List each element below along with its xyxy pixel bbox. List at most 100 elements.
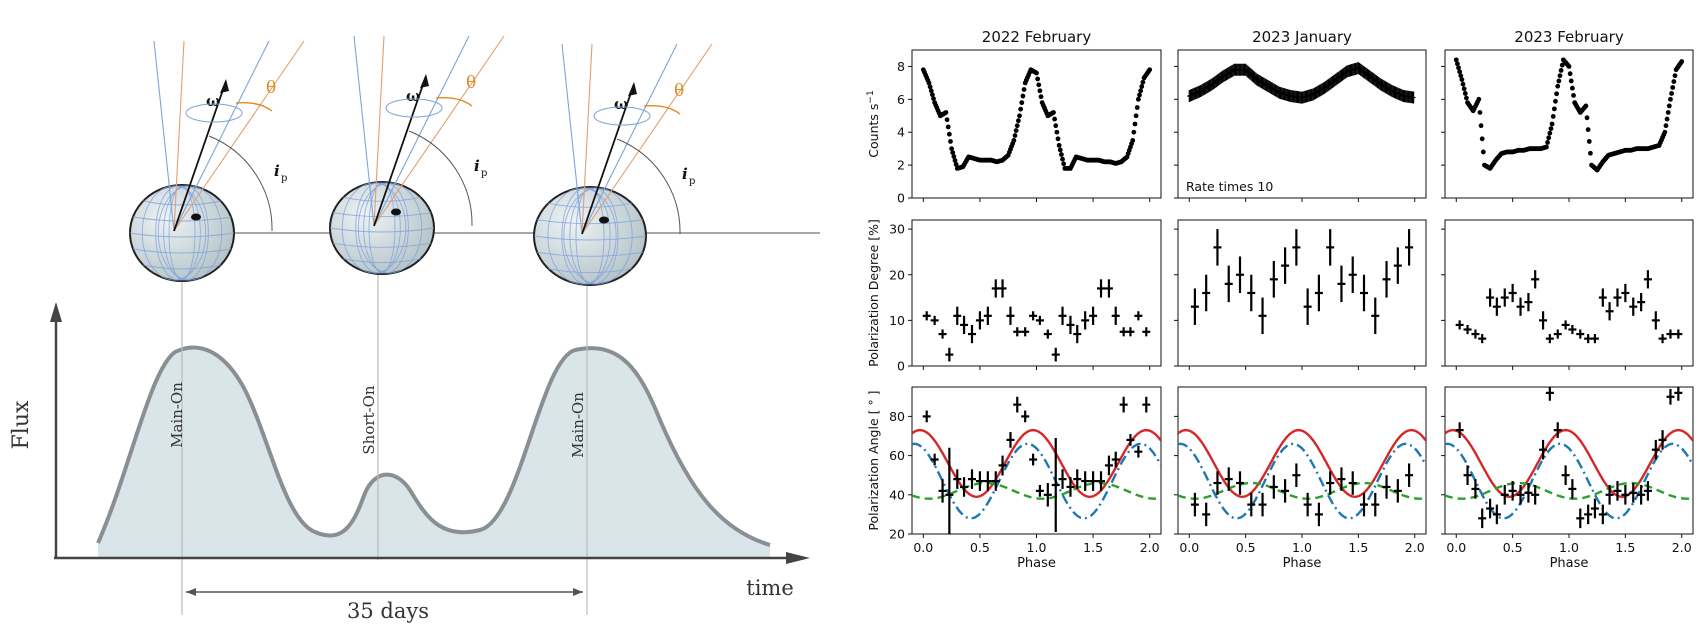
inclination-subscript: p: [689, 176, 695, 187]
rate-point: [1486, 165, 1492, 171]
rate-point: [1514, 148, 1520, 154]
rate-point: [1053, 123, 1059, 129]
peak-label-short-on: Short-On: [360, 385, 378, 455]
rate-point: [1071, 159, 1077, 164]
rate-point: [1639, 146, 1645, 152]
rate-point: [1548, 126, 1554, 132]
rate-point: [1462, 91, 1468, 96]
rate-point: [1555, 83, 1561, 89]
rate-point: [1092, 157, 1098, 163]
rate-point: [1613, 150, 1619, 156]
rate-point: [1466, 101, 1472, 107]
rate-point: [1524, 146, 1530, 152]
rate-point: [1641, 146, 1646, 152]
column-title-2: 2023 January: [1252, 28, 1352, 46]
panels-group: 2022 February 2023 January 2023 February 0 2…: [866, 28, 1694, 571]
rate-point: [1025, 75, 1030, 81]
rate-point: [978, 157, 984, 163]
spin-axis: [581, 83, 635, 235]
rate-point: [1664, 116, 1670, 122]
rate-point: [1484, 164, 1490, 169]
rate-point: [1048, 111, 1054, 117]
rate-point: [1542, 144, 1548, 150]
rate-point: [1064, 166, 1070, 171]
rate-point: [1143, 72, 1149, 78]
rate-point: [1031, 69, 1037, 75]
rate-point: [1495, 155, 1501, 160]
rate-point: [1626, 147, 1632, 153]
rate-point: [1464, 95, 1469, 101]
rate-point: [1519, 147, 1525, 153]
rate-point: [1575, 106, 1581, 111]
rate-point: [1139, 84, 1145, 89]
rate-point: [1133, 113, 1139, 119]
rate-point: [1122, 156, 1128, 162]
rate-point: [1491, 161, 1496, 166]
rate-point: [1671, 79, 1677, 84]
rate-point: [1129, 141, 1134, 147]
rate-point: [960, 164, 966, 170]
rate-point: [952, 158, 958, 163]
theta-arc: [643, 104, 681, 115]
star-meridian: [155, 185, 201, 281]
rate-point: [1559, 62, 1565, 68]
rate-point: [1599, 161, 1605, 166]
star-body: [129, 184, 235, 282]
rate-point: [972, 156, 978, 162]
x-tick-label: 1.0: [1027, 540, 1047, 555]
rate-point: [1080, 156, 1086, 162]
rate-point: [1475, 99, 1481, 105]
x-tick-label: 1.0: [1559, 540, 1579, 555]
rate-point: [1566, 64, 1572, 69]
rate-point: [944, 117, 950, 123]
model-curve-green: [1178, 481, 1426, 500]
rate-point: [1042, 105, 1047, 111]
rate-point: [1090, 157, 1096, 163]
rate-point: [1095, 157, 1101, 163]
panel-r1-c3: [1441, 49, 1694, 202]
rate-point: [953, 162, 959, 167]
star-meridian: [368, 182, 396, 274]
x-axis-label: Phase: [1550, 556, 1589, 571]
neutron-star-3: ω θ i p: [533, 43, 713, 286]
rate-point: [983, 157, 988, 163]
star-meridian: [547, 187, 617, 285]
rate-point: [1581, 106, 1587, 111]
rate-point: [1036, 82, 1042, 88]
inclination-arc: [616, 138, 681, 235]
rate-point: [1017, 113, 1022, 119]
rate-point: [1020, 93, 1026, 99]
rate-point: [1120, 158, 1125, 164]
rate-point: [1478, 123, 1484, 129]
flux-label: Flux: [9, 400, 34, 449]
rate-point: [1115, 160, 1121, 166]
rate-point: [1456, 65, 1461, 71]
rate-point: [1037, 88, 1043, 94]
panel-content: [1190, 229, 1414, 335]
rate-point: [1657, 140, 1663, 146]
rate-point: [965, 156, 970, 162]
cone-line: [581, 43, 678, 235]
rate-point: [1546, 135, 1552, 141]
inclination-symbol: i: [474, 157, 480, 175]
rate-point: [1496, 153, 1502, 159]
rate-point: [1652, 144, 1658, 150]
rate-point: [1662, 129, 1668, 135]
rate-point: [945, 124, 951, 130]
rate-point: [1043, 108, 1048, 113]
rate-point: [1633, 146, 1638, 152]
rate-point: [1538, 146, 1544, 152]
panel-r1-c2: Rate times 10: [1174, 49, 1427, 202]
rate-point: [1062, 166, 1068, 171]
rate-point: [1074, 154, 1080, 160]
rate-point: [1473, 103, 1478, 109]
rate-point: [1565, 62, 1571, 68]
rate-point: [1571, 92, 1576, 98]
panel-r2-c2: [1174, 219, 1427, 370]
rate-point: [1558, 67, 1564, 73]
rate-point: [1560, 57, 1566, 63]
magnetic-pole: [391, 208, 401, 216]
rate-point: [937, 113, 943, 119]
rate-point: [1510, 149, 1516, 155]
cone-line: [173, 40, 270, 232]
